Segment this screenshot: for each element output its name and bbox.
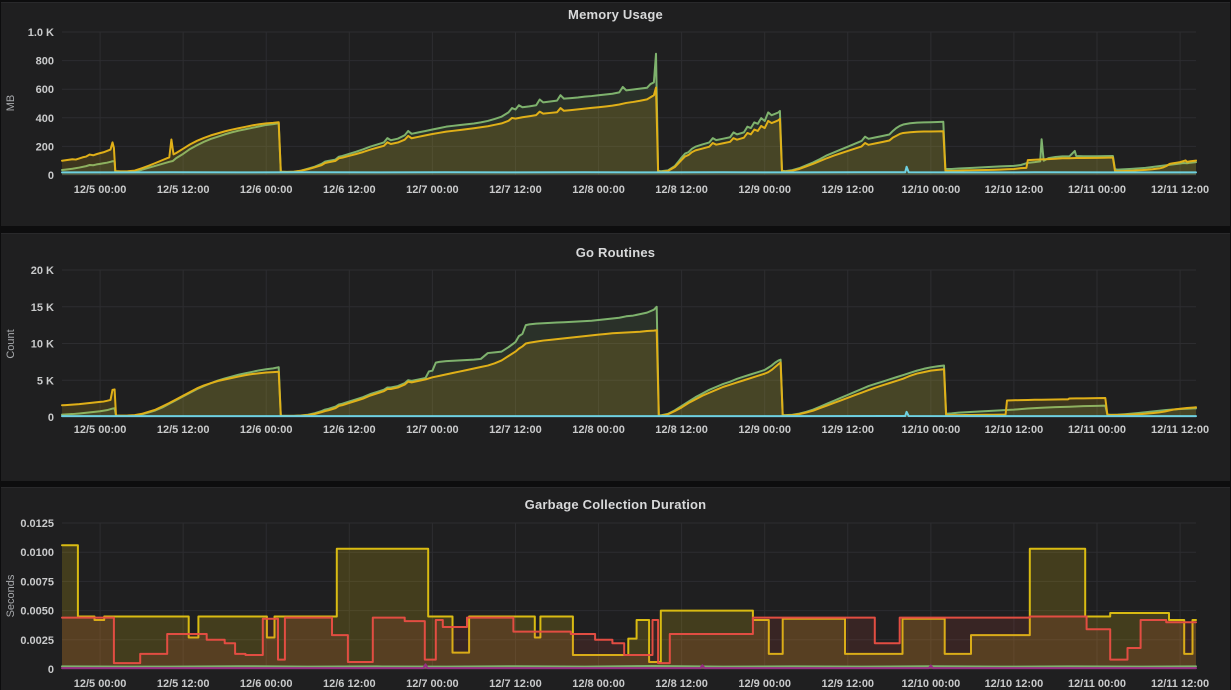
x-tick-label: 12/7 12:00 bbox=[489, 184, 542, 196]
series-yellow-area bbox=[62, 87, 1196, 175]
x-tick-label: 12/11 00:00 bbox=[1068, 424, 1126, 436]
y-tick-label: 0.0050 bbox=[20, 606, 54, 618]
series-green-area bbox=[62, 306, 1196, 417]
y-axis-unit-label: Count bbox=[5, 329, 17, 358]
series-red-area bbox=[62, 616, 1196, 669]
y-tick-label: 0 bbox=[48, 170, 54, 182]
garbage-collection-duration-chart[interactable]: 0 0.0025 0.0050 0.0075 0.0100 0.0125 12/5 00:0… bbox=[1, 488, 1230, 690]
x-tick-label: 12/7 00:00 bbox=[406, 678, 459, 690]
y-tick-label: 20 K bbox=[31, 265, 54, 277]
series-yellow-area bbox=[62, 545, 1196, 669]
x-tick-label: 12/7 00:00 bbox=[406, 424, 459, 436]
x-tick-label: 12/8 00:00 bbox=[572, 184, 625, 196]
y-tick-label: 800 bbox=[36, 56, 54, 68]
x-tick-label: 12/8 00:00 bbox=[572, 678, 625, 690]
y-tick-label: 0.0025 bbox=[20, 635, 54, 647]
y-tick-label: 0.0125 bbox=[20, 518, 54, 530]
panel-memory-usage: 0 200 400 600 800 1.0 K 12/5 00:00 12/5 12:00 12… bbox=[1, 2, 1230, 226]
series-green-area bbox=[62, 53, 1196, 175]
x-tick-label: 12/10 00:00 bbox=[901, 678, 960, 690]
x-tick-label: 12/6 12:00 bbox=[323, 184, 376, 196]
x-tick-label: 12/5 12:00 bbox=[157, 184, 210, 196]
x-tick-label: 12/5 12:00 bbox=[157, 678, 210, 690]
series-purple-line bbox=[61, 663, 1197, 670]
series-cyan-line bbox=[61, 165, 1197, 174]
x-tick-label: 12/8 12:00 bbox=[655, 678, 708, 690]
x-tick-label: 12/11 12:00 bbox=[1151, 184, 1209, 196]
go-routines-chart[interactable]: 0 5 K 10 K 15 K 20 K 12/5 00:00 12/5 12:00 12/6… bbox=[1, 234, 1230, 481]
y-tick-label: 0 bbox=[48, 412, 54, 424]
y-tick-label: 15 K bbox=[31, 302, 54, 314]
series-green-line bbox=[61, 664, 1197, 668]
x-tick-label: 12/5 00:00 bbox=[74, 678, 127, 690]
panel-title-go-routines[interactable]: Go Routines bbox=[575, 245, 656, 260]
series-yellow-line bbox=[61, 86, 1197, 173]
x-tick-label: 12/8 12:00 bbox=[655, 184, 708, 196]
x-tick-label: 12/6 12:00 bbox=[323, 678, 376, 690]
panel-title-garbage-collection-duration[interactable]: Garbage Collection Duration bbox=[524, 497, 707, 512]
x-tick-label: 12/6 12:00 bbox=[323, 424, 376, 436]
y-tick-label: 200 bbox=[36, 141, 54, 153]
x-tick-label: 12/11 00:00 bbox=[1068, 184, 1126, 196]
panel-title-memory-usage[interactable]: Memory Usage bbox=[568, 7, 663, 22]
y-tick-label: 1.0 K bbox=[28, 27, 54, 39]
y-tick-label: 600 bbox=[36, 84, 54, 96]
y-tick-label: 400 bbox=[36, 113, 54, 125]
series-cyan-line bbox=[61, 410, 1197, 418]
x-tick-label: 12/5 12:00 bbox=[157, 424, 210, 436]
panel-garbage-collection-duration: 0 0.0025 0.0050 0.0075 0.0100 0.0125 12/5 00:0… bbox=[1, 487, 1230, 690]
x-tick-label: 12/5 00:00 bbox=[74, 184, 127, 196]
x-tick-label: 12/6 00:00 bbox=[240, 678, 293, 690]
x-tick-label: 12/10 12:00 bbox=[985, 678, 1044, 690]
x-tick-label: 12/7 12:00 bbox=[489, 424, 542, 436]
x-tick-label: 12/11 12:00 bbox=[1151, 424, 1209, 436]
x-tick-label: 12/10 12:00 bbox=[985, 424, 1044, 436]
y-tick-label: 0 bbox=[48, 664, 54, 676]
x-tick-label: 12/7 12:00 bbox=[489, 678, 542, 690]
x-tick-label: 12/9 00:00 bbox=[738, 424, 791, 436]
series-yellow-line bbox=[61, 544, 1197, 663]
x-tick-label: 12/11 12:00 bbox=[1151, 678, 1209, 690]
x-tick-label: 12/11 00:00 bbox=[1068, 678, 1126, 690]
panel-go-routines: 0 5 K 10 K 15 K 20 K 12/5 00:00 12/5 12:00 12/6… bbox=[1, 233, 1230, 481]
series-yellow-line bbox=[61, 329, 1197, 417]
y-axis-unit-label: MB bbox=[5, 95, 17, 112]
series-green-line bbox=[61, 52, 1197, 174]
y-tick-label: 0.0075 bbox=[20, 576, 54, 588]
x-tick-label: 12/8 12:00 bbox=[655, 424, 708, 436]
y-tick-label: 0.0100 bbox=[20, 547, 54, 559]
series-yellow-area bbox=[62, 330, 1196, 417]
x-tick-label: 12/6 00:00 bbox=[240, 184, 293, 196]
x-tick-label: 12/6 00:00 bbox=[240, 424, 293, 436]
y-tick-label: 10 K bbox=[31, 339, 54, 351]
x-tick-label: 12/10 00:00 bbox=[901, 184, 960, 196]
memory-usage-chart[interactable]: 0 200 400 600 800 1.0 K 12/5 00:00 12/5 12:00 12… bbox=[1, 3, 1230, 226]
y-tick-label: 5 K bbox=[37, 375, 54, 387]
x-tick-label: 12/5 00:00 bbox=[74, 424, 127, 436]
x-tick-label: 12/10 00:00 bbox=[901, 424, 960, 436]
x-tick-label: 12/9 12:00 bbox=[821, 184, 874, 196]
x-tick-label: 12/9 12:00 bbox=[821, 678, 874, 690]
x-tick-label: 12/7 00:00 bbox=[406, 184, 459, 196]
x-tick-label: 12/9 12:00 bbox=[821, 424, 874, 436]
series-red-line bbox=[61, 615, 1197, 665]
x-tick-label: 12/10 12:00 bbox=[985, 184, 1044, 196]
y-axis-unit-label: Seconds bbox=[5, 574, 17, 617]
x-tick-label: 12/8 00:00 bbox=[572, 424, 625, 436]
x-tick-label: 12/9 00:00 bbox=[738, 678, 791, 690]
x-tick-label: 12/9 00:00 bbox=[738, 184, 791, 196]
